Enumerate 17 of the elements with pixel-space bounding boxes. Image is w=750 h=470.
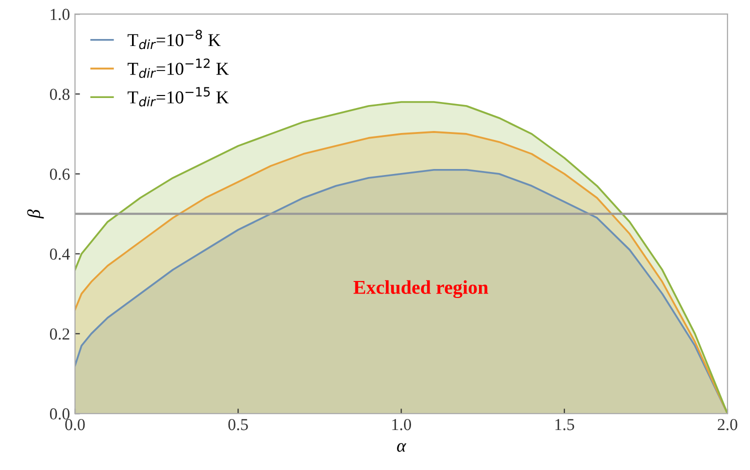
x-tick-label: 0.5: [228, 418, 248, 430]
y-tick-label: 0.8: [50, 88, 70, 100]
x-tick-label: 1.5: [555, 419, 574, 430]
legend-label: T$_{dir}$=10$^{−15}$ K: [128, 87, 229, 106]
y-tick-label: 0.6: [50, 168, 70, 180]
x-axis-title: α: [397, 443, 406, 452]
y-tick-label: 0.4: [50, 248, 70, 260]
y-tick-label: 0.0: [50, 408, 70, 420]
legend-label: T$_{dir}$=10$^{−12}$ K: [128, 58, 229, 78]
annotation: Excluded region: [354, 280, 488, 298]
legend-label: T$_{dir}$=10$^{−8}$ K: [128, 30, 221, 50]
x-tick-label: 0.0: [65, 418, 85, 430]
x-tick-label: 2.0: [718, 418, 738, 430]
y-tick-label: 1.0: [50, 8, 70, 20]
y-axis-title: β: [27, 209, 44, 219]
y-tick-label: 0.2: [50, 328, 70, 340]
x-tick-label: 1.0: [392, 418, 412, 430]
